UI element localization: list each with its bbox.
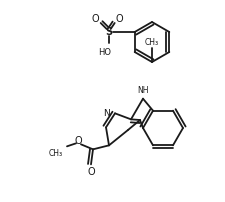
Text: CH₃: CH₃ <box>49 149 63 158</box>
Text: CH₃: CH₃ <box>145 38 159 47</box>
Text: O: O <box>92 14 99 24</box>
Text: O: O <box>74 136 82 146</box>
Text: NH: NH <box>137 86 149 95</box>
Text: O: O <box>116 14 124 24</box>
Text: N: N <box>103 109 110 118</box>
Text: O: O <box>87 167 95 177</box>
Text: HO: HO <box>98 48 111 57</box>
Text: S: S <box>105 27 112 37</box>
